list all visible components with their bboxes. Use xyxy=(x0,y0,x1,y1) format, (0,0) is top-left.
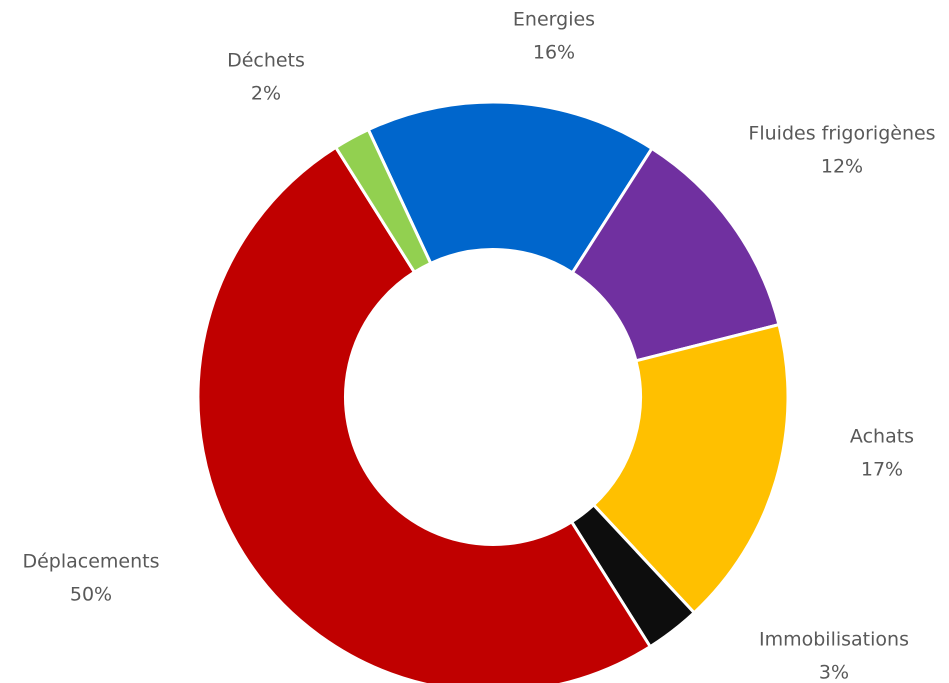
slice-category-label: Déchets xyxy=(227,50,305,72)
slice-energies xyxy=(366,100,654,275)
slice-deplacements xyxy=(196,145,652,683)
slice-percent-label: 2% xyxy=(251,83,281,105)
slice-category-label: Fluides frigorigènes xyxy=(748,123,935,145)
slice-percent-label: 17% xyxy=(861,459,903,481)
slice-category-label: Achats xyxy=(850,426,914,448)
slice-percent-label: 3% xyxy=(819,662,849,683)
slice-category-label: Immobilisations xyxy=(759,629,909,651)
slice-dechets xyxy=(334,128,433,274)
slice-category-label: Energies xyxy=(513,9,595,31)
slice-percent-label: 12% xyxy=(821,156,863,178)
slice-percent-label: 50% xyxy=(70,584,112,606)
slice-achats xyxy=(592,323,790,615)
slice-category-label: Déplacements xyxy=(22,551,159,573)
slice-percent-label: 16% xyxy=(533,42,575,64)
donut-slices xyxy=(196,100,790,683)
slice-fluides-frigorigenes xyxy=(570,146,781,363)
slice-labels: Energies 16% Fluides frigorigènes 12% Achats… xyxy=(22,9,935,683)
